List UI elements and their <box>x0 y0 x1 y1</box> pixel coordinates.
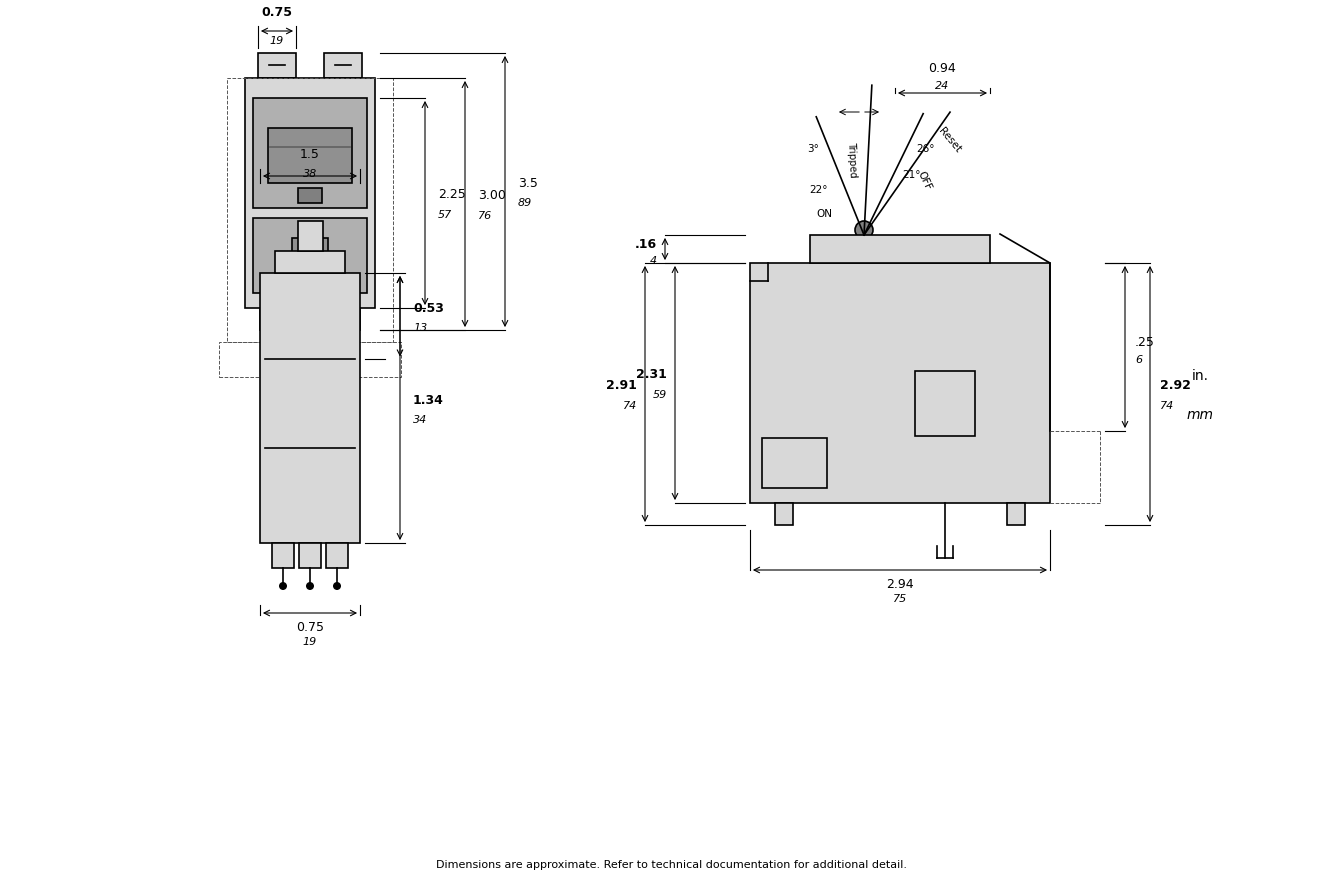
Circle shape <box>333 582 341 590</box>
Text: 4: 4 <box>650 256 657 266</box>
Bar <box>227 78 392 342</box>
Bar <box>253 98 367 208</box>
Circle shape <box>306 582 314 590</box>
Text: 2.92: 2.92 <box>1160 380 1191 393</box>
Bar <box>219 342 401 377</box>
Text: 26°: 26° <box>917 145 934 155</box>
Bar <box>296 308 324 330</box>
Text: mm: mm <box>1187 408 1214 422</box>
Text: 75: 75 <box>892 594 907 604</box>
Text: 21°: 21° <box>902 170 921 180</box>
Bar <box>259 308 288 330</box>
Text: 22°: 22° <box>809 185 828 195</box>
Text: 59: 59 <box>653 390 667 400</box>
Text: 2.25: 2.25 <box>438 188 466 201</box>
Bar <box>258 53 296 78</box>
Text: .16: .16 <box>634 238 657 251</box>
Bar <box>292 238 328 283</box>
Bar <box>327 543 348 568</box>
Text: Tripped: Tripped <box>847 142 857 178</box>
Text: 1.34: 1.34 <box>413 394 444 406</box>
Text: 6: 6 <box>1134 355 1142 365</box>
Text: 1.5: 1.5 <box>300 148 320 161</box>
Text: 3.5: 3.5 <box>517 177 538 190</box>
Text: 76: 76 <box>478 211 492 221</box>
Text: 0.75: 0.75 <box>262 6 293 19</box>
Text: 0.75: 0.75 <box>296 621 324 634</box>
Bar <box>271 543 294 568</box>
Text: OFF: OFF <box>917 170 934 192</box>
Bar <box>915 371 974 436</box>
Bar <box>276 251 345 273</box>
Text: 2.31: 2.31 <box>636 368 667 381</box>
Text: Dimensions are approximate. Refer to technical documentation for additional deta: Dimensions are approximate. Refer to tec… <box>437 860 907 870</box>
Text: 74: 74 <box>622 401 637 411</box>
Text: 57: 57 <box>438 210 452 220</box>
Bar <box>775 503 793 525</box>
Text: in.: in. <box>1192 369 1208 383</box>
Text: 34: 34 <box>413 415 427 425</box>
Text: ON: ON <box>816 209 832 219</box>
Text: 89: 89 <box>517 199 532 208</box>
Circle shape <box>280 582 288 590</box>
Text: 0.53: 0.53 <box>413 302 444 314</box>
Bar <box>762 438 827 488</box>
Bar <box>324 53 362 78</box>
Bar <box>298 188 323 203</box>
Text: 3.00: 3.00 <box>478 190 505 202</box>
Circle shape <box>855 221 874 239</box>
Bar <box>750 263 1050 503</box>
Bar <box>1007 503 1025 525</box>
Bar <box>297 221 323 251</box>
Text: .25: .25 <box>1134 336 1154 349</box>
Bar <box>298 543 321 568</box>
Text: 38: 38 <box>302 169 317 179</box>
Text: 0.94: 0.94 <box>929 62 957 75</box>
Text: 19: 19 <box>302 637 317 647</box>
Bar <box>259 273 360 543</box>
Text: 24: 24 <box>935 81 950 91</box>
Text: 74: 74 <box>1160 401 1175 411</box>
Text: 2.91: 2.91 <box>606 380 637 393</box>
Bar <box>267 128 352 183</box>
Bar <box>332 308 360 330</box>
Bar <box>253 218 367 293</box>
Text: 2.94: 2.94 <box>886 578 914 591</box>
Bar <box>245 78 375 308</box>
Text: 13: 13 <box>413 323 427 333</box>
Text: 19: 19 <box>270 36 284 46</box>
Text: 3°: 3° <box>808 145 818 155</box>
Text: Reset: Reset <box>935 126 962 155</box>
Bar <box>810 235 991 263</box>
